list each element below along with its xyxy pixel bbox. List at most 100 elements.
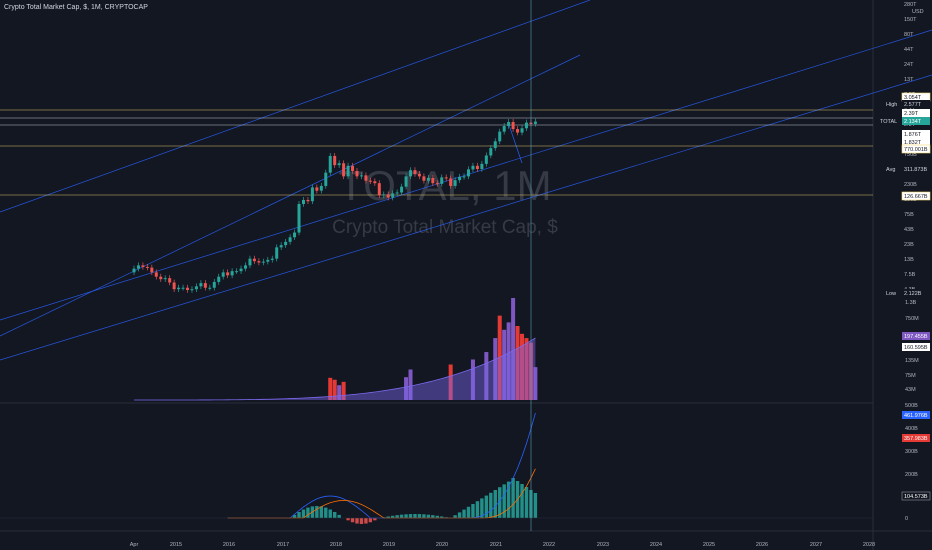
macd-histogram-bar (386, 516, 390, 518)
candle-body (199, 283, 203, 287)
volume-bar (506, 322, 511, 400)
price-axis-tick-label: 24T (904, 62, 914, 68)
candle-body (284, 241, 288, 246)
volume-bar (408, 369, 413, 400)
candle-body (154, 272, 158, 277)
candle-body (471, 165, 475, 170)
volume-bar (515, 326, 520, 400)
trend-line[interactable] (0, 0, 591, 213)
price-axis: 280T150T80T44T24T13T7.5T4.3T2.3T1.25T750… (880, 2, 931, 522)
volume-axis-tag-value: 160.595B (904, 345, 928, 351)
candle-body (404, 176, 408, 187)
candle-body (524, 122, 528, 129)
candle-body (310, 187, 314, 202)
macd-histogram-bar (440, 516, 444, 518)
price-axis-tick-label: 43B (904, 227, 914, 233)
time-axis-tick-label: 2028 (863, 542, 875, 548)
candle-body (168, 278, 172, 283)
candle-body (293, 232, 297, 238)
macd-histogram-bar (502, 484, 506, 518)
macd-histogram-bar (484, 495, 489, 518)
price-axis-tick-label: 280T (904, 2, 917, 8)
trend-lines[interactable] (0, 0, 932, 361)
macd-histogram-bar (350, 518, 355, 523)
candle-body (422, 176, 426, 181)
candle-body (261, 261, 265, 263)
price-axis-tag-value: 2.134T (904, 119, 922, 125)
price-axis-tag-label: High (886, 102, 897, 108)
candle-body (194, 286, 198, 290)
volume-bar (332, 379, 337, 400)
candle-body (328, 155, 332, 173)
macd-axis-tag-box (901, 491, 931, 501)
price-axis-tag-box (901, 191, 931, 201)
candle-body (498, 131, 502, 142)
volume-bar (511, 298, 516, 400)
macd-histogram-bar (368, 518, 373, 523)
price-axis-tick-label: 13B (904, 257, 914, 263)
candle-body (172, 282, 176, 290)
chart-title: Crypto Total Market Cap, $, 1M, CRYPTOCA… (4, 4, 148, 11)
macd-axis-tag-value: 357.983B (904, 436, 928, 442)
candle-body (417, 173, 421, 177)
candle-body (145, 266, 149, 268)
price-axis-tick-label: 750B (904, 152, 917, 158)
macd-histogram-bar (355, 518, 359, 524)
candle-body (458, 176, 462, 181)
macd-histogram-bar (480, 498, 484, 518)
horizontal-levels[interactable] (0, 109, 873, 196)
candle-body (257, 261, 261, 263)
price-axis-tag-box (902, 130, 930, 138)
volume-bar (533, 367, 538, 400)
price-axis-tag-value: 126.667B (904, 194, 928, 200)
trend-line[interactable] (0, 29, 932, 321)
candle-body (484, 155, 488, 164)
price-axis-tag-box (902, 138, 930, 146)
macd-histogram-bar (520, 484, 524, 518)
time-axis-tick-label: 2026 (756, 542, 768, 548)
candle-body (230, 271, 234, 276)
candle-body (342, 163, 346, 177)
volume-bar (448, 364, 453, 400)
candle-body (159, 276, 163, 280)
volume-bar (337, 385, 342, 400)
price-axis-tag-value: 1.832T (904, 140, 922, 146)
candle-body (355, 170, 359, 177)
macd-histogram-bar (315, 506, 319, 518)
trend-line[interactable] (0, 54, 581, 337)
candle-body (252, 258, 256, 262)
price-axis-tag-value: 2.39T (904, 111, 919, 117)
volume-bar (328, 377, 333, 400)
candle-body (136, 265, 140, 269)
macd-histogram-bar (373, 518, 377, 521)
price-axis-tag-label: Low (886, 291, 896, 297)
candle-body (212, 281, 216, 288)
time-axis-tick-label: 2023 (597, 542, 609, 548)
volume-ma-area (134, 338, 536, 400)
candle-body (181, 287, 185, 289)
candle-body (453, 180, 457, 186)
macd-histogram-bar (404, 514, 408, 518)
macd-histogram-bar (399, 514, 404, 518)
trend-line[interactable] (0, 74, 932, 361)
macd-histogram-bar (395, 515, 399, 518)
candle-body (226, 272, 230, 276)
volume-bar (493, 338, 498, 400)
candle-body (431, 177, 435, 184)
volume-axis-tick-label: 750M (905, 316, 919, 322)
candle-body (333, 155, 337, 166)
trend-line[interactable] (507, 121, 523, 164)
candle-body (413, 170, 417, 174)
macd-histogram-bar (417, 514, 422, 518)
candle-body (351, 165, 355, 171)
candle-body (462, 176, 466, 178)
macd-axis-tick-label: 0 (905, 516, 908, 522)
candle-body (507, 122, 511, 127)
candle-body (502, 126, 506, 132)
candle-body (475, 165, 479, 170)
macd-histogram-bar (524, 487, 529, 518)
candle-body (177, 287, 181, 290)
time-axis-tick-label: 2021 (490, 542, 502, 548)
candle-body (533, 121, 537, 124)
